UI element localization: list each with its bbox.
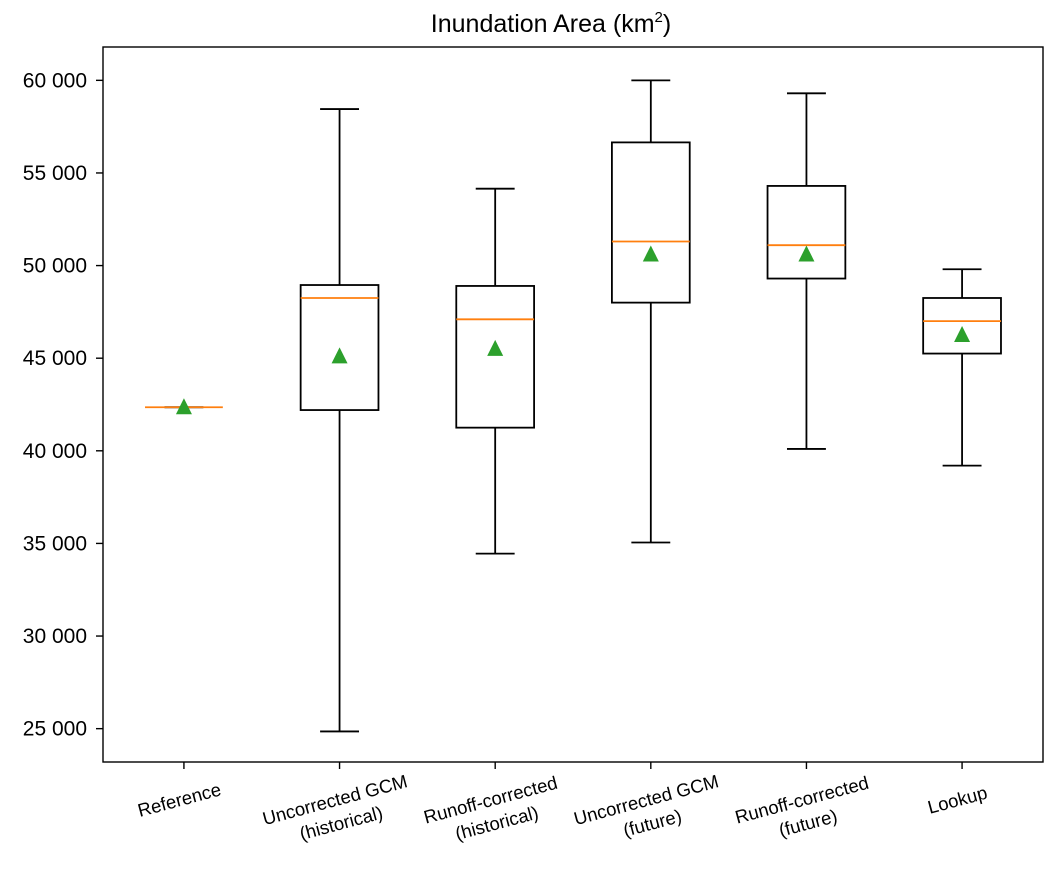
x-tick-label-group: Lookup	[925, 782, 989, 818]
y-tick-label: 45 000	[23, 347, 87, 370]
x-axis: Reference Uncorrected GCM(historical) Runo…	[135, 762, 989, 844]
box-group	[145, 398, 223, 415]
y-tick-label: 30 000	[23, 625, 87, 648]
mean-marker	[642, 245, 659, 262]
x-tick-label-group: Uncorrected GCM(historical)	[260, 770, 409, 844]
y-axis: 25 000 30 000 35 000 40 000 45 000 50 000 55 0…	[23, 69, 103, 741]
box-iqr	[766, 185, 847, 280]
box-iqr	[299, 284, 380, 411]
box-group	[611, 79, 691, 544]
mean-marker	[487, 339, 504, 356]
x-tick-label: Lookup	[925, 782, 989, 818]
x-tick-label-group: Runoff-corrected(future)	[733, 772, 871, 841]
plot-area-frame	[102, 46, 1044, 763]
chart-title-main: Inundation Area (km	[431, 10, 655, 38]
x-tick-label-group: Runoff-corrected(historical)	[421, 772, 559, 844]
y-tick-label: 35 000	[23, 532, 87, 555]
mean-marker	[175, 398, 192, 415]
mean-marker	[798, 245, 815, 262]
chart-title-close: )	[663, 10, 671, 38]
chart-title: Inundation Area (km2)	[431, 9, 671, 38]
box-group	[766, 92, 847, 450]
box-group	[922, 268, 1002, 467]
x-tick-label-group: Uncorrected GCM(future)	[571, 770, 720, 840]
x-tick-label-group: Reference	[135, 779, 223, 821]
mean-marker	[954, 326, 971, 343]
box-group	[299, 108, 380, 733]
mean-marker	[331, 347, 348, 364]
chart-title-superscript: 2	[655, 9, 663, 26]
y-tick-label: 55 000	[23, 162, 87, 185]
box-iqr	[611, 141, 691, 304]
box-iqr	[455, 285, 535, 429]
y-tick-label: 50 000	[23, 255, 87, 278]
x-tick-label: Reference	[135, 779, 223, 821]
box-series	[145, 79, 1002, 733]
y-tick-label: 40 000	[23, 440, 87, 463]
box-iqr	[922, 297, 1002, 355]
y-tick-label: 25 000	[23, 718, 87, 741]
y-tick-label: 60 000	[23, 69, 87, 92]
box-group	[455, 187, 535, 555]
